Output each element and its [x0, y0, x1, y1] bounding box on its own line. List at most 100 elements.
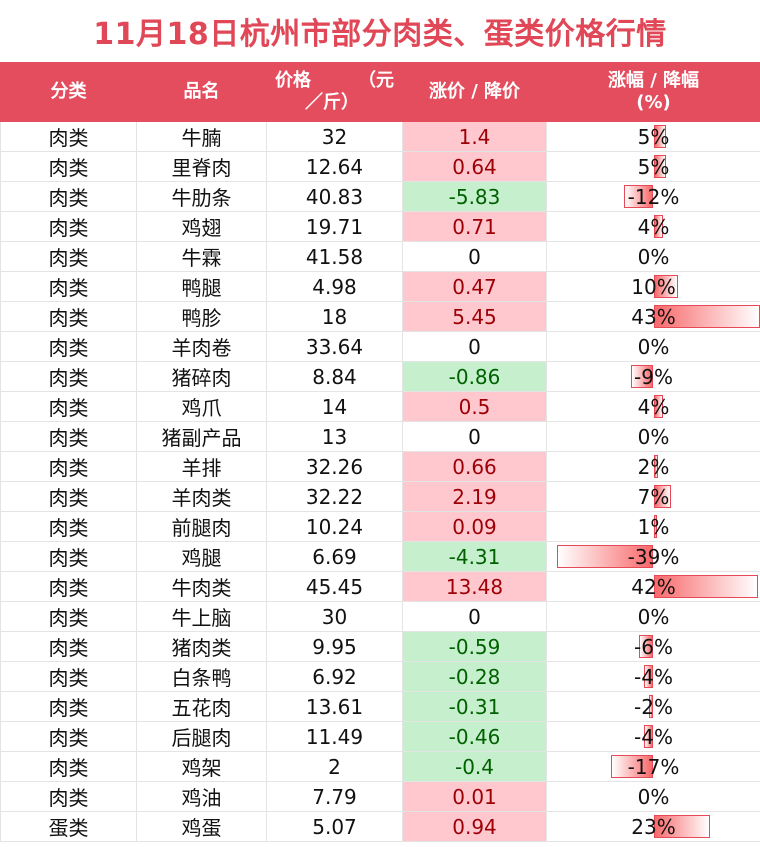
cell-pct: 23%	[546, 811, 760, 842]
cell-change: 0	[402, 241, 547, 272]
cell-pct: 5%	[546, 151, 760, 182]
cell-price: 13.61	[266, 691, 403, 722]
cell-change: 13.48	[402, 571, 547, 602]
pct-bar	[653, 575, 758, 598]
cell-name: 鸡油	[136, 781, 267, 812]
cell-category: 蛋类	[0, 811, 137, 842]
pct-label: -6%	[634, 634, 673, 659]
cell-change: 2.19	[402, 481, 547, 512]
pct-label: -4%	[634, 664, 673, 689]
cell-price: 19.71	[266, 211, 403, 242]
pct-bar	[648, 695, 654, 718]
header-price-unit-open: （元	[358, 70, 394, 91]
pct-label: 0%	[637, 334, 670, 359]
cell-category: 肉类	[0, 451, 137, 482]
cell-pct: 7%	[546, 481, 760, 512]
table-row: 肉类 前腿肉 10.24 0.09 1%	[0, 511, 760, 542]
pct-label: -12%	[627, 184, 680, 209]
pct-label: 5%	[637, 154, 670, 179]
pct-bar	[653, 125, 666, 148]
header-change: 涨价 / 降价	[402, 62, 547, 122]
pct-bar	[643, 665, 654, 688]
cell-category: 肉类	[0, 301, 137, 332]
table-row: 肉类 羊排 32.26 0.66 2%	[0, 451, 760, 482]
table-row: 肉类 鸭胗 18 5.45 43%	[0, 301, 760, 332]
cell-category: 肉类	[0, 571, 137, 602]
table-row: 肉类 五花肉 13.61 -0.31 -2%	[0, 691, 760, 722]
cell-pct: -4%	[546, 721, 760, 752]
cell-name: 牛肉类	[136, 571, 267, 602]
cell-category: 肉类	[0, 601, 137, 632]
cell-pct: -17%	[546, 751, 760, 782]
cell-change: 0	[402, 331, 547, 362]
cell-name: 里脊肉	[136, 151, 267, 182]
cell-category: 肉类	[0, 391, 137, 422]
cell-name: 鸡爪	[136, 391, 267, 422]
cell-pct: -39%	[546, 541, 760, 572]
pct-label: 0%	[637, 244, 670, 269]
pct-label: -9%	[634, 364, 673, 389]
header-name: 品名	[136, 62, 267, 122]
pct-bar	[556, 545, 654, 568]
table-row: 肉类 鸡架 2 -0.4 -17%	[0, 751, 760, 782]
cell-pct: 1%	[546, 511, 760, 542]
pct-bar	[653, 815, 711, 838]
cell-change: -0.28	[402, 661, 547, 692]
cell-price: 32.26	[266, 451, 403, 482]
cell-pct: 0%	[546, 331, 760, 362]
cell-pct: 10%	[546, 271, 760, 302]
cell-price: 12.64	[266, 151, 403, 182]
pct-bar	[653, 455, 659, 478]
cell-change: -0.4	[402, 751, 547, 782]
pct-label: 43%	[631, 304, 676, 329]
cell-name: 鸡架	[136, 751, 267, 782]
cell-price: 33.64	[266, 331, 403, 362]
cell-pct: 42%	[546, 571, 760, 602]
header-category: 分类	[0, 62, 137, 122]
table-row: 肉类 羊肉类 32.22 2.19 7%	[0, 481, 760, 512]
pct-bar	[653, 515, 657, 538]
cell-name: 牛腩	[136, 121, 267, 152]
table-row: 肉类 牛霖 41.58 0 0%	[0, 241, 760, 272]
table-row: 肉类 里脊肉 12.64 0.64 5%	[0, 151, 760, 182]
pct-label: 5%	[637, 124, 670, 149]
cell-change: 5.45	[402, 301, 547, 332]
cell-change: -5.83	[402, 181, 547, 212]
cell-category: 肉类	[0, 481, 137, 512]
pct-label: -4%	[634, 724, 673, 749]
cell-price: 14	[266, 391, 403, 422]
cell-pct: -12%	[546, 181, 760, 212]
pct-bar	[623, 185, 654, 208]
header-price: 价格 （元 ／斤）	[266, 62, 403, 122]
pct-label: 0%	[637, 784, 670, 809]
cell-change: 0.01	[402, 781, 547, 812]
cell-category: 肉类	[0, 211, 137, 242]
cell-price: 32.22	[266, 481, 403, 512]
table-row: 肉类 后腿肉 11.49 -0.46 -4%	[0, 721, 760, 752]
cell-price: 32	[266, 121, 403, 152]
cell-pct: -2%	[546, 691, 760, 722]
table-row: 肉类 鸡翅 19.71 0.71 4%	[0, 211, 760, 242]
cell-change: 0	[402, 421, 547, 452]
table-row: 肉类 羊肉卷 33.64 0 0%	[0, 331, 760, 362]
cell-pct: 0%	[546, 781, 760, 812]
table-row: 肉类 鸡爪 14 0.5 4%	[0, 391, 760, 422]
pct-bar	[638, 635, 654, 658]
cell-change: -0.86	[402, 361, 547, 392]
page-title: 11月18日杭州市部分肉类、蛋类价格行情	[93, 17, 667, 52]
cell-pct: 0%	[546, 241, 760, 272]
pct-bar	[653, 215, 664, 238]
cell-price: 2	[266, 751, 403, 782]
cell-price: 6.69	[266, 541, 403, 572]
cell-name: 猪肉类	[136, 631, 267, 662]
cell-change: 0.47	[402, 271, 547, 302]
header-price-label: 价格	[275, 70, 311, 91]
cell-pct: -4%	[546, 661, 760, 692]
cell-name: 白条鸭	[136, 661, 267, 692]
cell-price: 30	[266, 601, 403, 632]
cell-change: 0.71	[402, 211, 547, 242]
cell-category: 肉类	[0, 181, 137, 212]
cell-change: 1.4	[402, 121, 547, 152]
cell-name: 鸭腿	[136, 271, 267, 302]
cell-name: 鸡腿	[136, 541, 267, 572]
